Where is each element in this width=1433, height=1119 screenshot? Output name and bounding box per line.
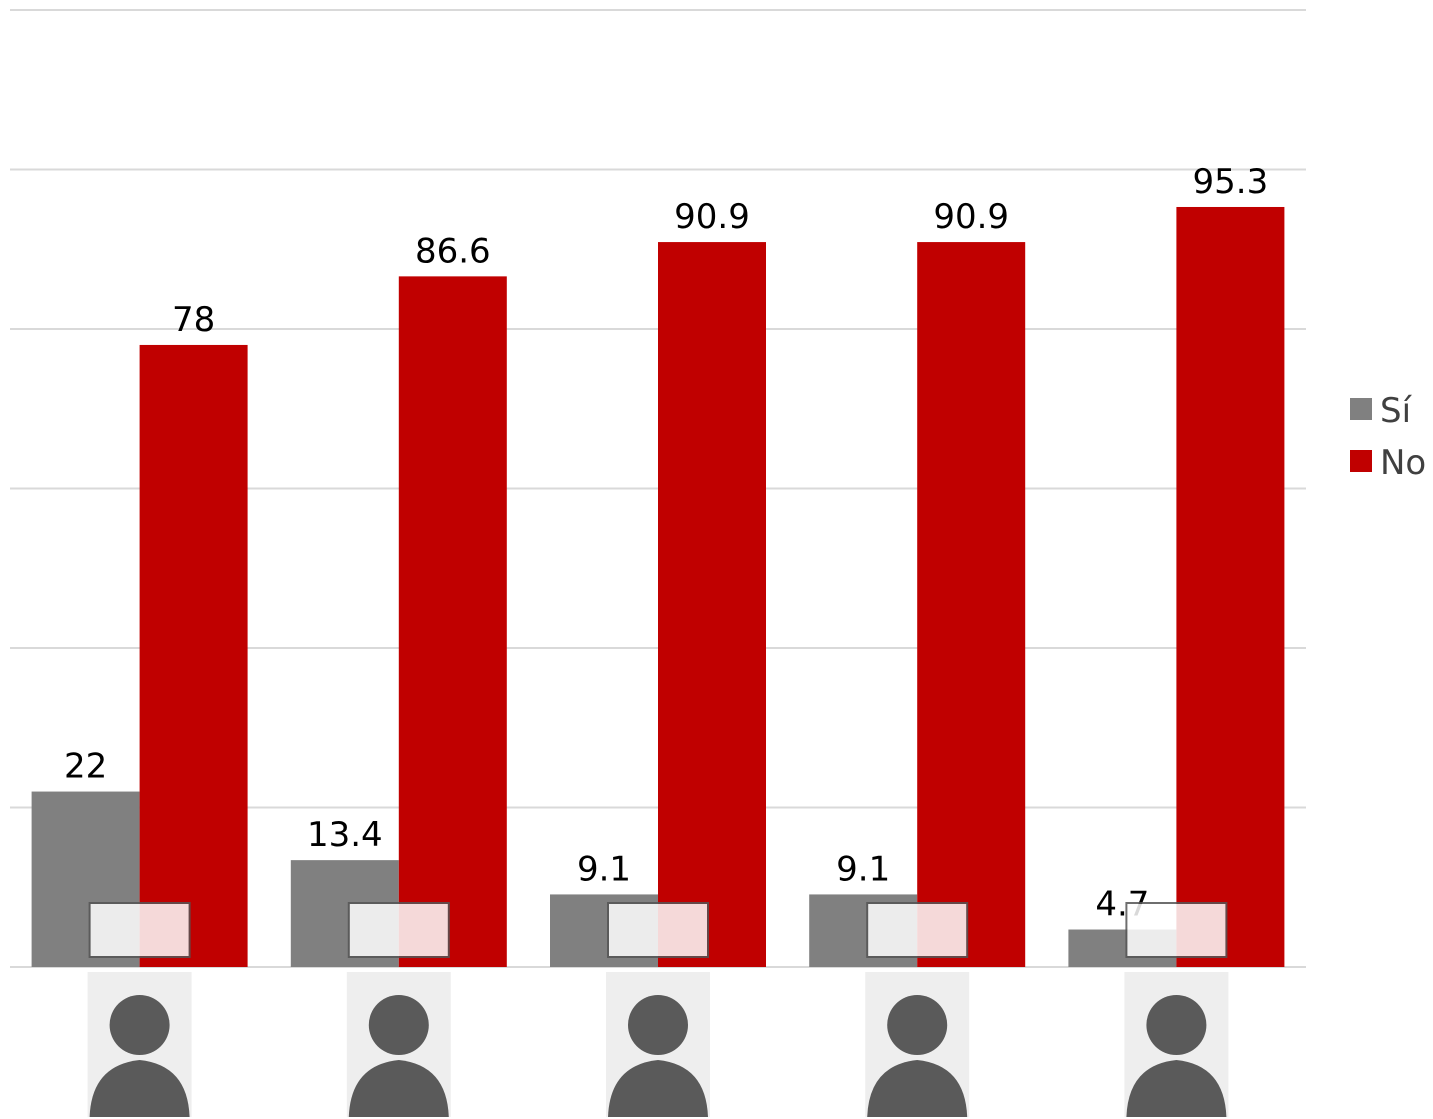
photo-body: [1126, 1060, 1227, 1117]
data-label: 13.4: [307, 815, 383, 855]
data-label: 78: [172, 300, 215, 340]
photo-head: [887, 995, 948, 1055]
candidate-photo: [87, 972, 192, 1117]
photo-body: [89, 1060, 190, 1117]
photo-body: [867, 1060, 968, 1117]
candidate-photo: [865, 972, 970, 1117]
candidate-photo: [346, 972, 451, 1117]
photo-body: [608, 1060, 708, 1117]
party-logo: [347, 902, 450, 958]
legend-swatch: [1350, 398, 1372, 420]
data-label: 90.9: [674, 197, 750, 237]
legend-label: Sí: [1380, 391, 1413, 431]
bar: [658, 242, 766, 967]
photo-head: [109, 995, 170, 1055]
legend-label: No: [1380, 443, 1426, 483]
data-label: 9.1: [836, 849, 890, 889]
bar: [139, 344, 248, 967]
data-label: 86.6: [415, 231, 491, 271]
photo-head: [1146, 995, 1207, 1055]
data-label: 95.3: [1193, 162, 1269, 202]
party-logo: [866, 902, 969, 958]
legend-swatch: [1350, 450, 1372, 472]
data-label: 22: [64, 747, 107, 787]
party-logo: [607, 902, 709, 958]
bar: [398, 276, 507, 967]
data-label: 9.1: [577, 849, 631, 889]
data-label: 90.9: [933, 197, 1009, 237]
party-logo: [1125, 902, 1228, 958]
photo-body: [348, 1060, 449, 1117]
photo-head: [628, 995, 688, 1055]
party-logo: [88, 902, 191, 958]
photo-head: [368, 995, 429, 1055]
candidate-photo: [1124, 972, 1229, 1117]
candidate-photo: [606, 972, 710, 1117]
bar: [917, 242, 1026, 967]
bar: [1176, 206, 1285, 968]
